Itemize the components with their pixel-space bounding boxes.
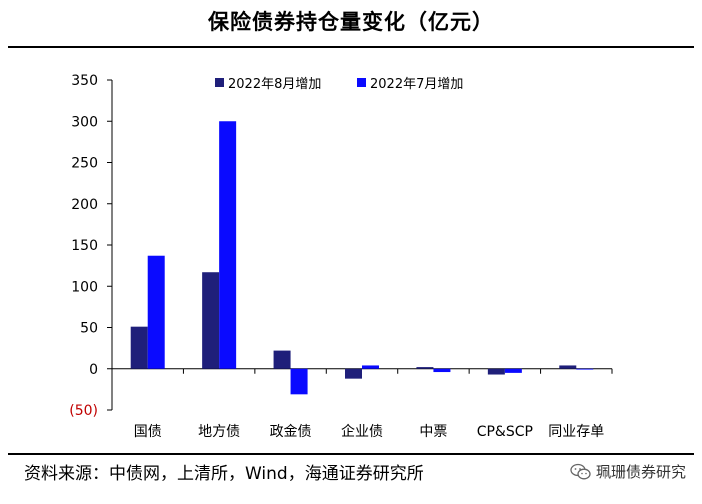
legend-swatch <box>215 78 224 87</box>
bar-jul-4 <box>433 368 451 373</box>
title-divider <box>8 46 694 48</box>
chart-title: 保险债券持仓量变化（亿元） <box>208 10 494 34</box>
source-note: 资料来源：中债网，上清所，Wind，海通证券研究所 <box>24 464 424 484</box>
y-tick-label: 300 <box>71 114 98 130</box>
category-label: 企业债 <box>341 423 383 440</box>
y-tick-label: 100 <box>71 279 98 295</box>
bar-aug-4 <box>416 367 434 369</box>
category-label: 地方债 <box>198 424 240 440</box>
bar-aug-0 <box>130 326 148 369</box>
category-label: 国债 <box>134 424 162 440</box>
watermark: 珮珊债券研究 <box>570 461 686 482</box>
category-label: 中票 <box>419 424 447 440</box>
category-label: 同业存单 <box>548 424 604 440</box>
legend-label: 2022年7月增加 <box>370 77 463 92</box>
y-tick-label: 250 <box>71 156 98 172</box>
bar-jul-2 <box>290 368 308 395</box>
y-tick-label: 200 <box>71 197 98 213</box>
bar-aug-2 <box>273 350 291 369</box>
wechat-icon <box>570 463 591 479</box>
watermark-text: 珮珊债券研究 <box>595 463 686 481</box>
legend-swatch <box>357 78 366 87</box>
bar-aug-6 <box>559 365 577 369</box>
bar-chart: (50) 0 50 100 150 200 250 300 350 国债 地方债 政金债 企业债 中票 C… <box>69 73 613 440</box>
y-tick-label: 50 <box>80 321 98 337</box>
category-label: 政金债 <box>270 424 312 440</box>
bar-jul-5 <box>504 368 522 373</box>
bar-jul-6 <box>576 368 594 370</box>
footer-divider <box>8 453 694 455</box>
legend-label: 2022年8月增加 <box>228 77 321 92</box>
bar-aug-1 <box>202 272 220 369</box>
category-label: CP&SCP <box>477 424 533 440</box>
bar-aug-5 <box>487 368 505 375</box>
bar-jul-3 <box>362 365 379 369</box>
y-tick-label: (50) <box>69 403 98 419</box>
bar-aug-3 <box>345 368 362 379</box>
y-tick-label: 350 <box>71 73 98 89</box>
bar-jul-1 <box>219 121 237 369</box>
y-tick-label: 150 <box>71 238 98 254</box>
y-tick-label: 0 <box>89 362 98 378</box>
bar-jul-0 <box>147 255 165 369</box>
